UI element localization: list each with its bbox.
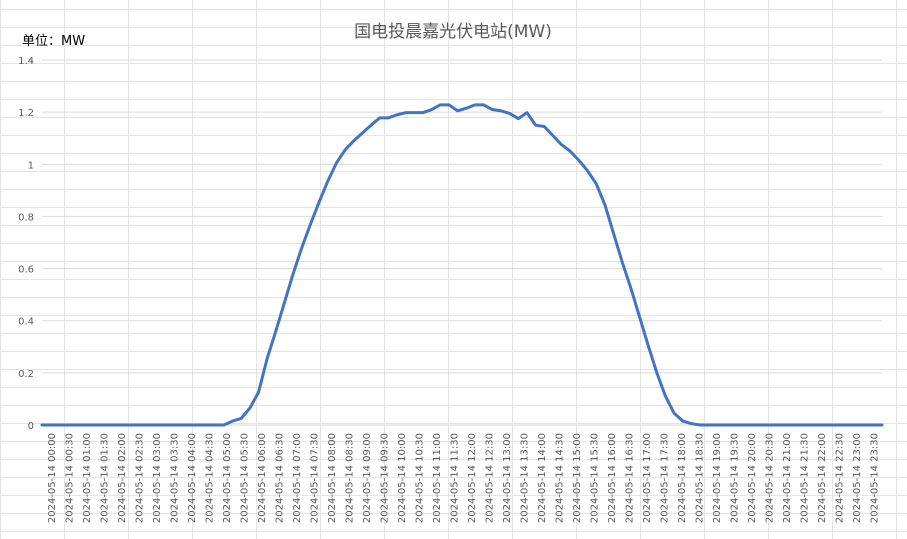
y-tick-label: 0.8 <box>18 212 34 223</box>
x-tick-label: 2024-05-14 14:30 <box>554 433 565 523</box>
x-tick-label: 2024-05-14 02:30 <box>134 433 145 523</box>
y-tick-label: 0.4 <box>18 317 34 328</box>
x-tick-label: 2024-05-14 20:00 <box>747 433 758 523</box>
x-tick-label: 2024-05-14 18:30 <box>694 433 705 523</box>
x-tick-label: 2024-05-14 04:00 <box>187 433 198 523</box>
x-tick-label: 2024-05-14 04:30 <box>204 433 215 523</box>
x-tick-label: 2024-05-14 07:00 <box>292 433 303 523</box>
x-tick-label: 2024-05-14 09:30 <box>379 433 390 523</box>
gridlines <box>42 59 882 426</box>
y-tick-label: 0.2 <box>18 369 34 380</box>
x-tick-label: 2024-05-14 03:30 <box>169 433 180 523</box>
x-tick-label: 2024-05-14 12:00 <box>467 433 478 523</box>
x-tick-label: 2024-05-14 15:30 <box>589 433 600 523</box>
x-tick-label: 2024-05-14 13:00 <box>502 433 513 523</box>
x-tick-label: 2024-05-14 07:30 <box>309 433 320 523</box>
x-tick-label: 2024-05-14 19:00 <box>712 433 723 523</box>
x-tick-label: 2024-05-14 23:30 <box>869 433 880 523</box>
x-tick-label: 2024-05-14 21:00 <box>782 433 793 523</box>
x-tick-label: 2024-05-14 06:30 <box>274 433 285 523</box>
x-tick-label: 2024-05-14 01:30 <box>99 433 110 523</box>
x-axis: 2024-05-14 00:00 2024-05-14 00:30 2024-05-… <box>47 433 881 523</box>
x-tick-label: 2024-05-14 05:00 <box>222 433 233 523</box>
x-tick-label: 2024-05-14 19:30 <box>729 433 740 523</box>
y-tick-label: 1.4 <box>18 56 34 67</box>
x-tick-label: 2024-05-14 22:00 <box>817 433 828 523</box>
y-tick-label: 0 <box>28 421 34 432</box>
x-tick-label: 2024-05-14 17:00 <box>642 433 653 523</box>
x-tick-label: 2024-05-14 08:00 <box>327 433 338 523</box>
x-tick-label: 2024-05-14 13:30 <box>519 433 530 523</box>
x-tick-label: 2024-05-14 15:00 <box>572 433 583 523</box>
series-line <box>40 103 884 427</box>
y-tick-label: 1 <box>28 160 34 171</box>
x-tick-label: 2024-05-14 12:30 <box>484 433 495 523</box>
x-tick-label: 2024-05-14 10:00 <box>397 433 408 523</box>
x-tick-label: 2024-05-14 16:30 <box>624 433 635 523</box>
x-tick-label: 2024-05-14 02:00 <box>117 433 128 523</box>
x-tick-label: 2024-05-14 01:00 <box>82 433 93 523</box>
x-tick-label: 2024-05-14 11:00 <box>432 433 443 523</box>
x-tick-label: 2024-05-14 00:00 <box>47 433 58 523</box>
x-tick-label: 2024-05-14 21:30 <box>799 433 810 523</box>
unit-label: 单位：MW <box>22 34 85 49</box>
x-tick-label: 2024-05-14 23:00 <box>852 433 863 523</box>
x-tick-label: 2024-05-14 08:30 <box>344 433 355 523</box>
x-tick-label: 2024-05-14 18:00 <box>677 433 688 523</box>
x-tick-label: 2024-05-14 06:00 <box>257 433 268 523</box>
x-tick-label: 2024-05-14 00:30 <box>64 433 75 523</box>
x-tick-label: 2024-05-14 09:00 <box>362 433 373 523</box>
x-tick-label: 2024-05-14 22:30 <box>834 433 845 523</box>
y-axis: 0 0.2 0.4 0.6 0.8 1 1.2 1.4 <box>18 56 34 432</box>
x-tick-label: 2024-05-14 03:00 <box>152 433 163 523</box>
x-tick-label: 2024-05-14 11:30 <box>449 433 460 523</box>
x-tick-label: 2024-05-14 20:30 <box>764 433 775 523</box>
y-tick-label: 0.6 <box>18 265 34 276</box>
y-tick-label: 1.2 <box>18 108 34 119</box>
x-tick-label: 2024-05-14 17:30 <box>659 433 670 523</box>
series-layer <box>40 103 884 427</box>
x-tick-label: 2024-05-14 10:30 <box>414 433 425 523</box>
x-tick-label: 2024-05-14 05:30 <box>239 433 250 523</box>
x-tick-label: 2024-05-14 16:00 <box>607 433 618 523</box>
chart-title: 国电投晨嘉光伏电站(MW) <box>354 22 552 42</box>
x-tick-label: 2024-05-14 14:00 <box>537 433 548 523</box>
